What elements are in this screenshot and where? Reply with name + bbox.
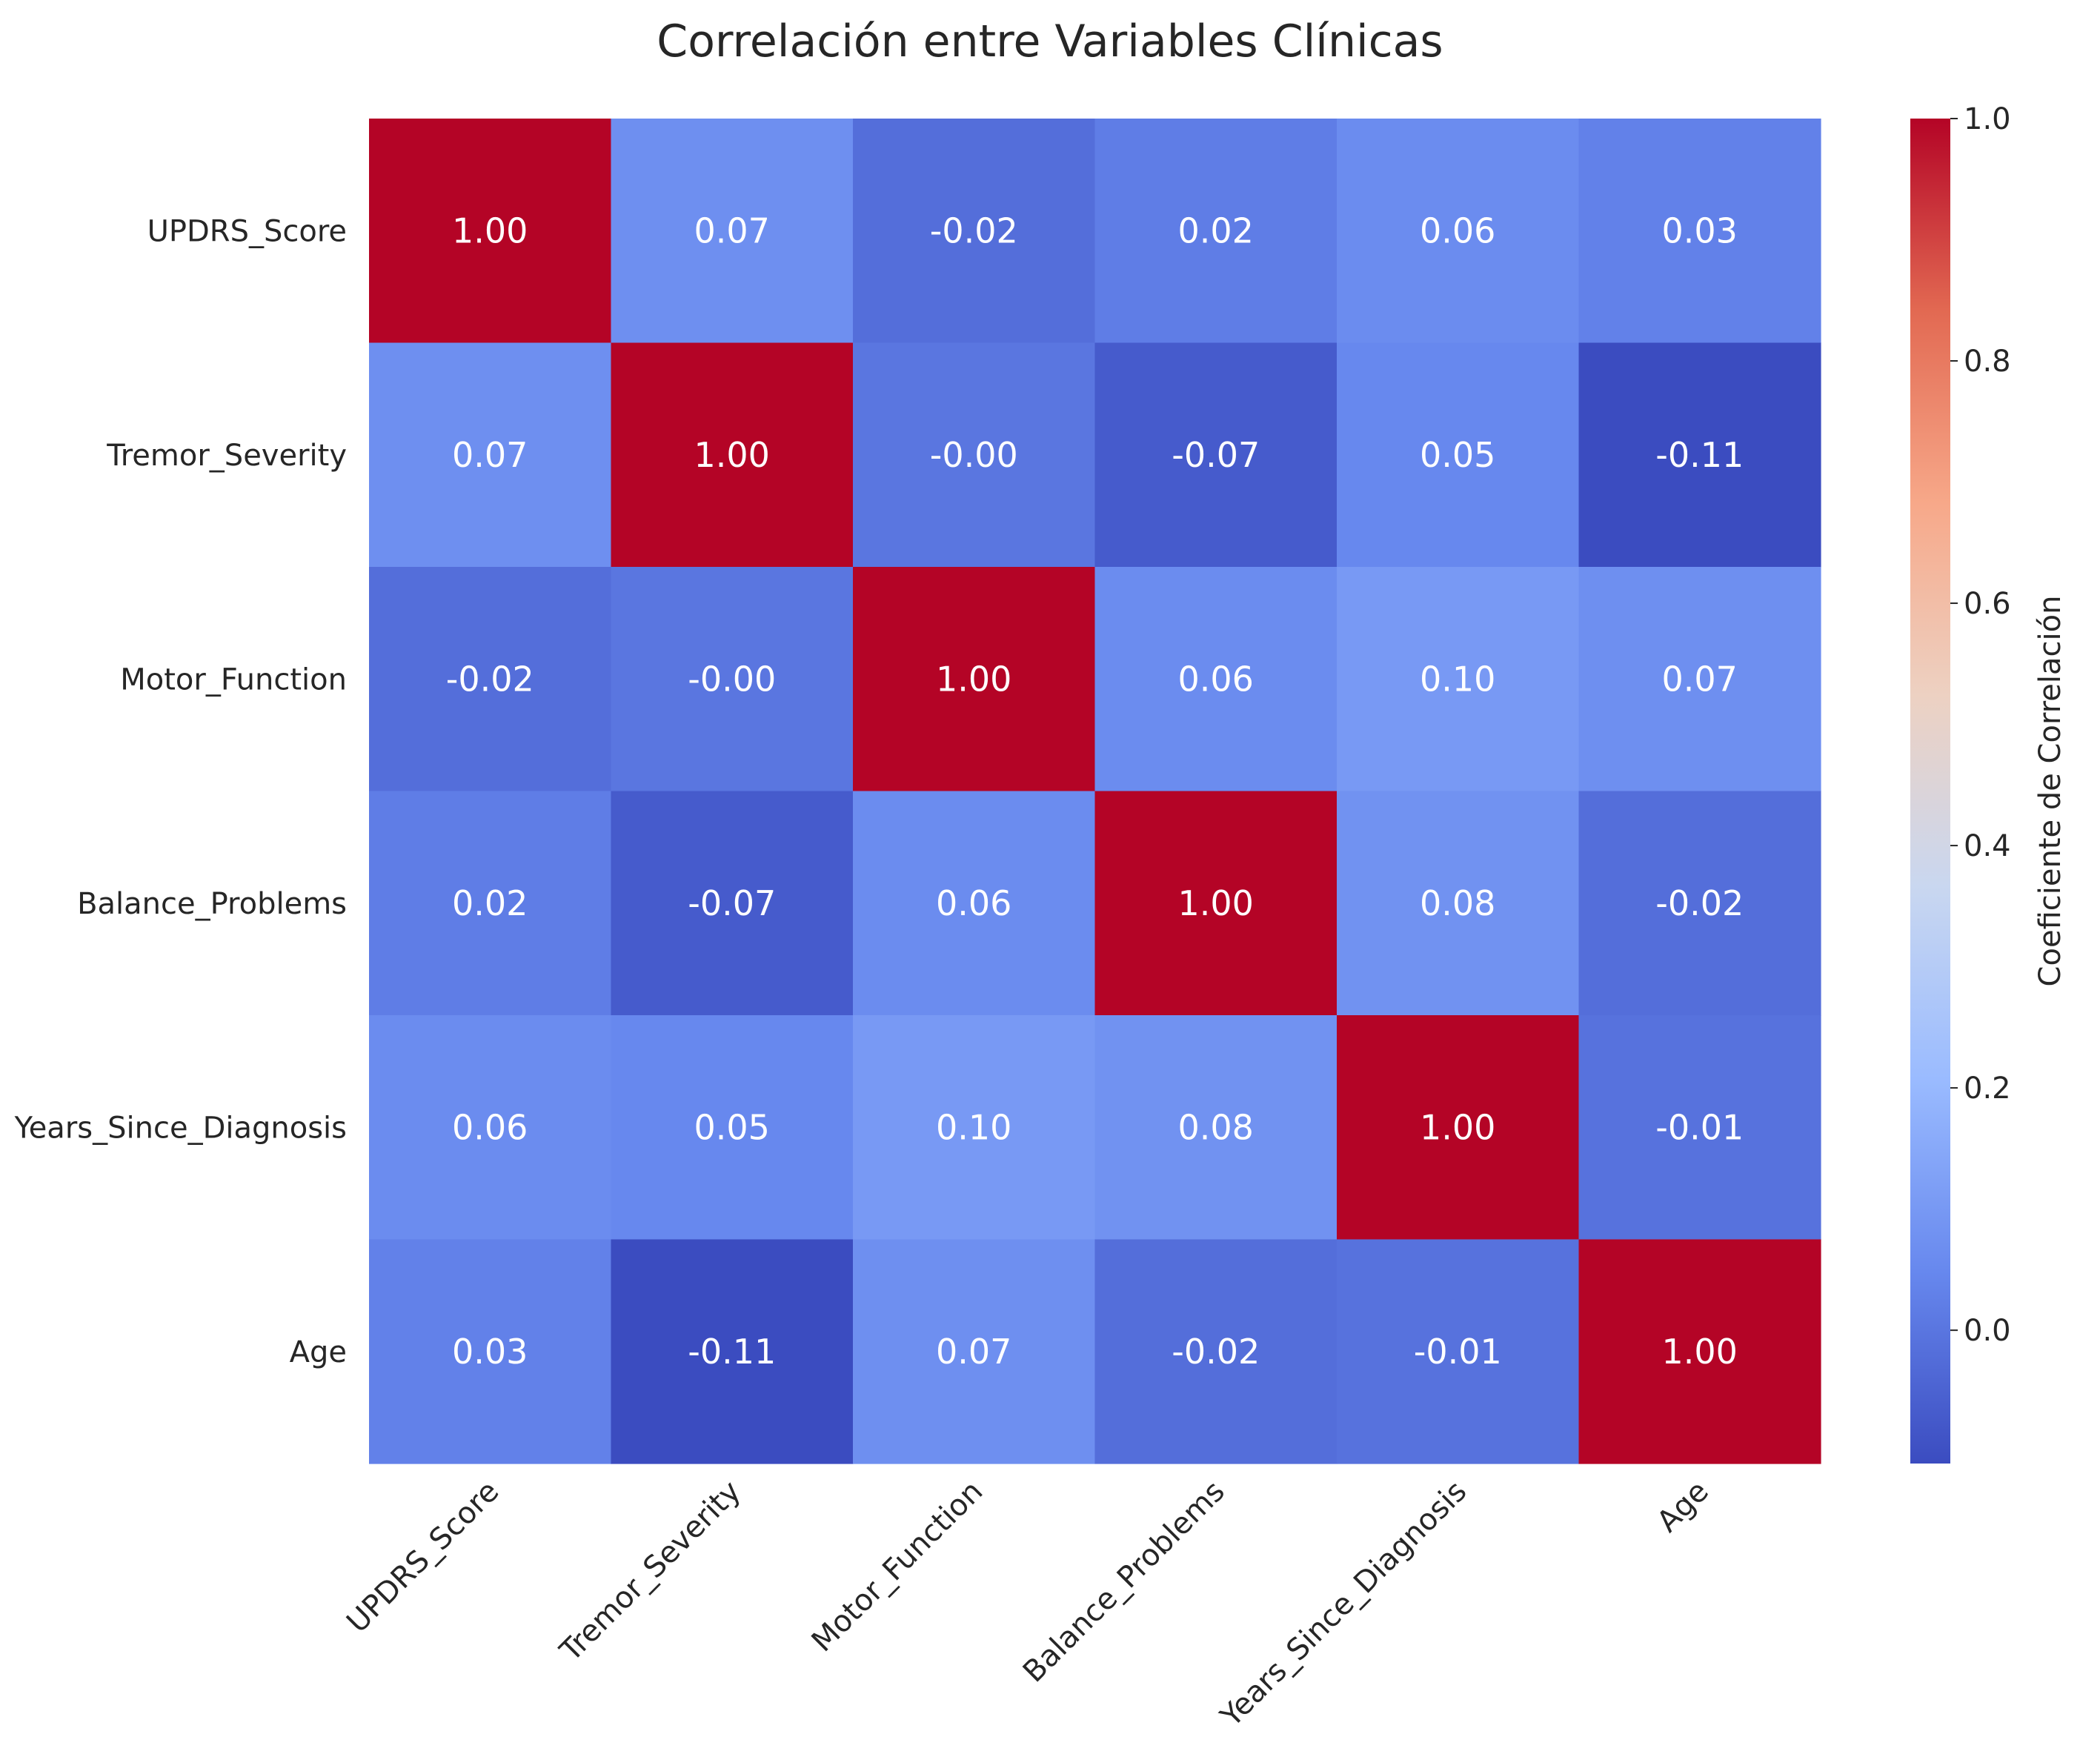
- heatmap-cell: [1094, 567, 1338, 792]
- cell-value-label: 0.07: [936, 1332, 1011, 1372]
- heatmap-cell: [1094, 119, 1338, 344]
- cell-value-label: -0.01: [1414, 1332, 1502, 1372]
- cell-value-label: -0.00: [688, 659, 776, 699]
- heatmap-cell: [1578, 567, 1821, 792]
- heatmap-cell: [611, 791, 854, 1016]
- cell-value-label: 0.06: [1178, 659, 1254, 699]
- cell-value-label: 0.08: [1420, 883, 1495, 923]
- cell-value-label: -0.02: [930, 210, 1018, 250]
- heatmap-cells: 1.00 0.07 -0.02 0.02 0.06 0.03 0.07 1.00 -0.00 -0…: [369, 119, 1821, 1464]
- heatmap-cell: [369, 1015, 612, 1240]
- cell-value-label: 0.02: [1178, 210, 1254, 250]
- cell-value-label: 0.05: [694, 1107, 770, 1147]
- heatmap-cell: [1094, 1239, 1338, 1464]
- heatmap-cell: [1337, 1239, 1580, 1464]
- x-tick-label: UPDRS_Score: [340, 1475, 505, 1640]
- cell-value-label: 0.08: [1178, 1107, 1254, 1147]
- heatmap-cell: [369, 119, 612, 344]
- heatmap-cell: [853, 342, 1096, 568]
- heatmap-cell: [853, 791, 1096, 1016]
- x-tick-label: Tremor_Severity: [554, 1475, 748, 1669]
- heatmap-cell: [853, 567, 1096, 792]
- x-tick-label: Years_Since_Diagnosis: [1214, 1475, 1473, 1734]
- x-tick-label: Balance_Problems: [1017, 1475, 1232, 1690]
- colorbar-tick-label: 0.6: [1964, 587, 2011, 621]
- cell-value-label: -0.02: [446, 659, 534, 699]
- heatmap-cell: [1578, 791, 1821, 1016]
- cell-value-label: 0.07: [452, 435, 528, 475]
- heatmap-cell: [853, 1239, 1096, 1464]
- cell-value-label: -0.02: [1655, 883, 1744, 923]
- heatmap-cell: [1578, 342, 1821, 568]
- heatmap-cell: [369, 342, 612, 568]
- x-tick-label: Motor_Function: [805, 1475, 990, 1659]
- cell-value-label: 1.00: [1662, 1332, 1738, 1372]
- cell-value-label: 0.06: [452, 1107, 528, 1147]
- heatmap-cell: [369, 1239, 612, 1464]
- y-tick-label: Years_Since_Diagnosis: [14, 1111, 347, 1145]
- heatmap-cell: [1578, 119, 1821, 344]
- cell-value-label: 1.00: [936, 659, 1011, 699]
- heatmap-cell: [1578, 1015, 1821, 1240]
- colorbar-tick-label: 0.0: [1964, 1314, 2011, 1348]
- cell-value-label: 0.10: [1420, 659, 1495, 699]
- y-tick-labels: UPDRS_Score Tremor_Severity Motor_Function…: [14, 214, 347, 1369]
- heatmap-cell: [369, 791, 612, 1016]
- y-tick-label: Tremor_Severity: [106, 439, 347, 473]
- cell-value-label: -0.11: [1655, 435, 1744, 475]
- heatmap-cell: [1337, 1015, 1580, 1240]
- cell-value-label: -0.07: [688, 883, 776, 923]
- heatmap-cell: [853, 119, 1096, 344]
- heatmap-cell: [1094, 1015, 1338, 1240]
- heatmap-cell: [611, 342, 854, 568]
- cell-value-label: 0.06: [936, 883, 1011, 923]
- heatmap-cell: [611, 119, 854, 344]
- heatmap-cell: [369, 567, 612, 792]
- heatmap-cell: [853, 1015, 1096, 1240]
- colorbar-ticks: 0.0 0.2 0.4 0.6 0.8 1.0: [1950, 102, 2011, 1348]
- cell-value-label: 0.02: [452, 883, 528, 923]
- cell-value-label: 1.00: [1420, 1107, 1495, 1147]
- cell-value-label: 0.06: [1420, 210, 1495, 250]
- x-tick-labels: UPDRS_Score Tremor_Severity Motor_Function…: [340, 1475, 1715, 1734]
- heatmap-cell: [1578, 1239, 1821, 1464]
- cell-value-label: -0.01: [1655, 1107, 1744, 1147]
- heatmap-cell: [611, 567, 854, 792]
- cell-value-label: 1.00: [694, 435, 770, 475]
- heatmap-cell: [1337, 342, 1580, 568]
- cell-value-label: 0.07: [1662, 659, 1738, 699]
- x-tick-label: Age: [1651, 1475, 1715, 1539]
- colorbar-label: Coeficiente de Correlación: [2033, 596, 2067, 987]
- chart-title: Correlación entre Variables Clínicas: [657, 16, 1443, 67]
- cell-value-label: -0.02: [1172, 1332, 1260, 1372]
- colorbar-tick-label: 1.0: [1964, 102, 2011, 136]
- heatmap-cell: [1337, 119, 1580, 344]
- colorbar-tick-label: 0.8: [1964, 345, 2011, 379]
- cell-value-label: 0.10: [936, 1107, 1011, 1147]
- cell-value-label: -0.11: [688, 1332, 776, 1372]
- heatmap-cell: [611, 1015, 854, 1240]
- colorbar-tick-label: 0.4: [1964, 829, 2011, 863]
- heatmap-cell: [1094, 342, 1338, 568]
- cell-value-label: 1.00: [1178, 883, 1254, 923]
- colorbar-gradient: [1910, 119, 1950, 1464]
- cell-value-label: 0.03: [1662, 210, 1738, 250]
- y-tick-label: Age: [290, 1335, 347, 1369]
- cell-value-label: 1.00: [452, 210, 528, 250]
- cell-value-label: 0.05: [1420, 435, 1495, 475]
- cell-value-label: 0.07: [694, 210, 770, 250]
- colorbar-tick-label: 0.2: [1964, 1072, 2011, 1106]
- cell-value-label: -0.07: [1172, 435, 1260, 475]
- colorbar: 0.0 0.2 0.4 0.6 0.8 1.0 Coeficiente de Correl…: [1910, 102, 2067, 1464]
- cell-value-label: -0.00: [930, 435, 1018, 475]
- y-tick-label: Motor_Function: [120, 662, 347, 697]
- heatmap-cell: [1337, 791, 1580, 1016]
- cell-value-label: 0.03: [452, 1332, 528, 1372]
- y-tick-label: Balance_Problems: [77, 887, 347, 921]
- heatmap-cell: [611, 1239, 854, 1464]
- heatmap-cell: [1337, 567, 1580, 792]
- heatmap-cell: [1094, 791, 1338, 1016]
- y-tick-label: UPDRS_Score: [147, 214, 347, 248]
